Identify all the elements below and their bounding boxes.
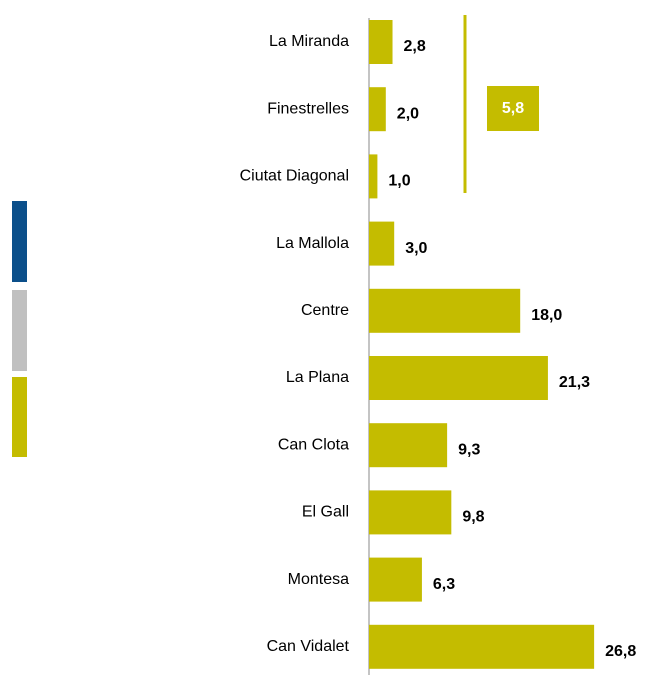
- value-label: 1,0: [388, 173, 410, 190]
- annotation-box: [487, 86, 539, 131]
- bar: [369, 20, 393, 64]
- category-label: Can Vidalet: [267, 638, 350, 655]
- category-label: Can Clota: [278, 436, 349, 453]
- category-label: La Plana: [286, 369, 349, 386]
- annotation-label: 5,8: [502, 100, 524, 117]
- value-label: 21,3: [559, 374, 590, 391]
- bar: [369, 288, 521, 333]
- value-label: 18,0: [531, 307, 562, 324]
- value-label: 6,3: [433, 576, 455, 593]
- value-label: 26,8: [605, 643, 636, 660]
- value-label: 2,8: [404, 38, 426, 55]
- bar: [369, 557, 422, 602]
- value-label: 2,0: [397, 105, 419, 122]
- bar: [369, 490, 452, 535]
- bar: [369, 87, 386, 132]
- category-label: Ciutat Diagonal: [240, 168, 349, 185]
- category-label: Montesa: [288, 571, 349, 588]
- value-label: 9,3: [458, 441, 480, 458]
- value-label: 3,0: [405, 240, 427, 257]
- category-label: El Gall: [302, 504, 349, 521]
- category-label: Finestrelles: [267, 100, 349, 117]
- bar: [369, 154, 378, 199]
- category-label: La Mallola: [276, 235, 349, 252]
- value-label: 9,8: [462, 509, 484, 526]
- category-label: Centre: [301, 302, 349, 319]
- category-label: La Miranda: [269, 33, 349, 50]
- bar: [369, 624, 595, 669]
- bar: [369, 423, 448, 468]
- bar: [369, 356, 548, 400]
- bar: [369, 221, 395, 266]
- legend-block-blue: [12, 201, 27, 282]
- legend-block-gray: [12, 290, 27, 371]
- legend-block-olive: [12, 377, 27, 457]
